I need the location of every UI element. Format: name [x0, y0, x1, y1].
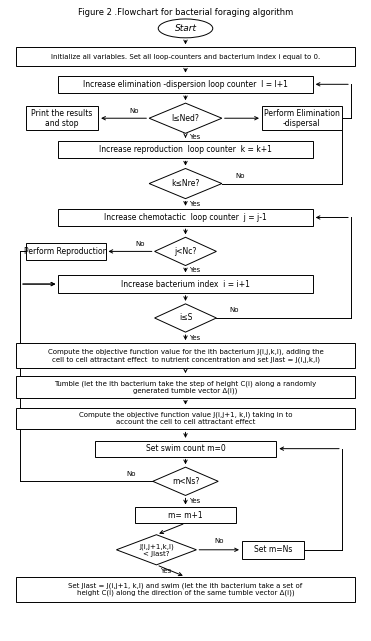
Text: Increase elimination -dispersion loop counter  l = l+1: Increase elimination -dispersion loop co…: [83, 79, 288, 89]
Text: Initialize all variables. Set all loop-counters and bacterium index i equal to 0: Initialize all variables. Set all loop-c…: [51, 54, 320, 60]
Text: No: No: [230, 308, 239, 313]
FancyBboxPatch shape: [26, 106, 98, 130]
Polygon shape: [155, 237, 216, 265]
Text: Yes: Yes: [160, 568, 171, 574]
Text: Perform Reproduction: Perform Reproduction: [24, 247, 107, 256]
Text: No: No: [214, 538, 224, 544]
Text: Set swim count m=0: Set swim count m=0: [146, 444, 225, 453]
Text: Yes: Yes: [189, 201, 200, 206]
Text: Increase chemotactic  loop counter  j = j-1: Increase chemotactic loop counter j = j-…: [104, 213, 267, 222]
FancyBboxPatch shape: [58, 141, 313, 158]
FancyBboxPatch shape: [16, 408, 355, 429]
FancyBboxPatch shape: [16, 376, 355, 398]
FancyBboxPatch shape: [262, 106, 342, 130]
Polygon shape: [155, 304, 216, 332]
Text: No: No: [126, 470, 136, 477]
Text: Compute the objective function value for the ith bacterium J(i,j,k,l), adding th: Compute the objective function value for…: [47, 349, 324, 363]
FancyBboxPatch shape: [16, 343, 355, 368]
Text: Start: Start: [174, 24, 197, 33]
FancyBboxPatch shape: [135, 508, 236, 523]
Text: i≤S: i≤S: [179, 313, 192, 322]
FancyBboxPatch shape: [58, 209, 313, 226]
Text: j<Nc?: j<Nc?: [174, 247, 197, 256]
Text: Set m=Ns: Set m=Ns: [253, 545, 292, 554]
Text: Yes: Yes: [189, 499, 200, 504]
Text: Yes: Yes: [189, 267, 200, 274]
Text: Figure 2 .Flowchart for bacterial foraging algorithm: Figure 2 .Flowchart for bacterial foragi…: [78, 8, 293, 17]
Polygon shape: [149, 103, 222, 133]
FancyBboxPatch shape: [26, 242, 105, 260]
Text: m<Ns?: m<Ns?: [172, 477, 199, 486]
FancyBboxPatch shape: [58, 275, 313, 293]
Polygon shape: [149, 169, 222, 199]
Text: Set Jlast = J(i,j+1, k,l) and swim (let the ith bacterium take a set of
height C: Set Jlast = J(i,j+1, k,l) and swim (let …: [68, 583, 303, 596]
Text: Tumble (let the ith bacterium take the step of height C(i) along a randomly
gene: Tumble (let the ith bacterium take the s…: [55, 380, 316, 394]
Text: No: No: [135, 241, 145, 247]
FancyBboxPatch shape: [16, 577, 355, 602]
Text: m= m+1: m= m+1: [168, 511, 203, 520]
FancyBboxPatch shape: [58, 76, 313, 93]
Text: No: No: [130, 108, 139, 113]
Text: No: No: [235, 173, 245, 179]
FancyBboxPatch shape: [242, 541, 304, 558]
Text: Increase reproduction  loop counter  k = k+1: Increase reproduction loop counter k = k…: [99, 145, 272, 154]
Polygon shape: [116, 535, 196, 565]
Text: l≤Ned?: l≤Ned?: [171, 113, 200, 122]
Text: Compute the objective function value J(i,j+1, k,l) taking in to
account the cell: Compute the objective function value J(i…: [79, 412, 292, 425]
Ellipse shape: [158, 19, 213, 38]
Text: Increase bacterium index  i = i+1: Increase bacterium index i = i+1: [121, 279, 250, 288]
Polygon shape: [153, 467, 218, 495]
Text: Yes: Yes: [189, 134, 200, 140]
Text: k≤Nre?: k≤Nre?: [171, 179, 200, 188]
Text: J(i,j+1,k,l)
< Jlast?: J(i,j+1,k,l) < Jlast?: [139, 543, 174, 556]
Text: Print the results
and stop: Print the results and stop: [31, 108, 93, 128]
FancyBboxPatch shape: [16, 47, 355, 66]
Text: Yes: Yes: [189, 335, 200, 340]
FancyBboxPatch shape: [95, 441, 276, 456]
Text: Perform Elimination
-dispersal: Perform Elimination -dispersal: [264, 108, 340, 128]
